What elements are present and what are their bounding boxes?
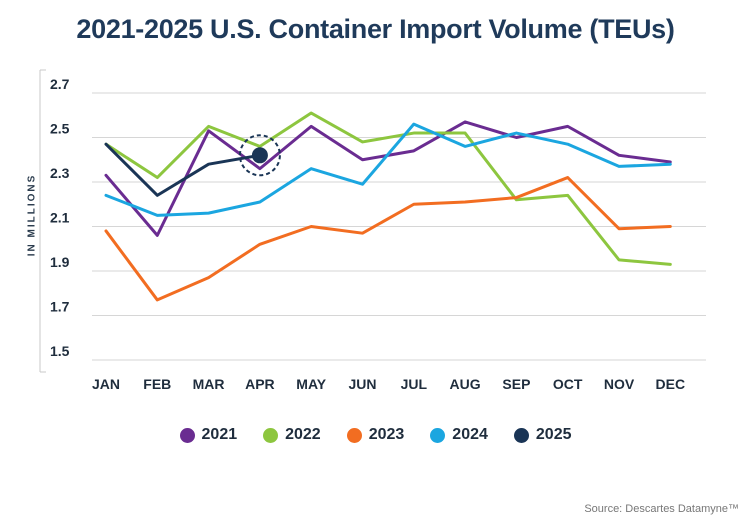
x-tick-label: SEP (502, 376, 530, 392)
legend-item-2024: 2024 (430, 426, 488, 444)
legend-item-2025: 2025 (513, 426, 572, 444)
legend-label: 2021 (201, 426, 238, 443)
x-tick-label: DEC (656, 376, 686, 392)
chart-legend: 2021 2022 2023 2024 2025 (0, 426, 751, 444)
legend-label: 2025 (535, 426, 572, 443)
legend-swatch (513, 427, 529, 443)
chart-axes (39, 69, 46, 373)
legend-swatch (263, 427, 279, 443)
y-tick-label: 1.7 (50, 299, 70, 315)
highlight-point (251, 147, 268, 164)
y-tick-label: 2.5 (50, 121, 70, 137)
x-tick-label: JAN (92, 376, 120, 392)
y-tick-label: 1.9 (50, 254, 70, 270)
y-tick-label: 2.1 (50, 210, 70, 226)
legend-swatch (430, 427, 446, 443)
highlight-ring (238, 134, 281, 177)
x-tick-label: MAY (296, 376, 326, 392)
legend-swatch (179, 427, 195, 443)
x-tick-label: JUL (401, 376, 428, 392)
series-line-2022 (104, 111, 672, 266)
legend-item-2021: 2021 (179, 426, 238, 444)
legend-label: 2023 (368, 426, 405, 443)
y-tick-labels: 2.7 2.5 2.3 2.1 1.9 1.7 1.5 (50, 76, 70, 359)
legend-label: 2022 (285, 426, 321, 443)
x-tick-label: MAR (193, 376, 225, 392)
series-lines (104, 111, 672, 302)
x-tick-label: FEB (143, 376, 171, 392)
x-tick-label: JUN (348, 376, 376, 392)
series-line-2024 (104, 122, 672, 217)
y-tick-label: 2.3 (50, 165, 70, 181)
y-tick-label: 2.7 (50, 76, 70, 92)
x-tick-label: NOV (604, 376, 635, 392)
x-tick-labels: JAN FEB MAR APR MAY JUN JUL AUG SEP OCT NOV DEC (92, 376, 685, 392)
x-tick-label: APR (245, 376, 275, 392)
y-tick-label: 1.5 (50, 343, 70, 359)
chart-grid (92, 92, 706, 361)
series-line-2025 (104, 142, 262, 197)
legend-item-2022: 2022 (263, 426, 321, 444)
x-tick-label: OCT (553, 376, 583, 392)
highlight-marks (238, 134, 281, 177)
source-note: Source: Descartes Datamyne™ (584, 503, 739, 515)
legend-swatch (346, 427, 362, 443)
series-line-2023 (104, 176, 672, 302)
legend-item-2023: 2023 (346, 426, 405, 444)
legend-label: 2024 (452, 426, 488, 443)
x-tick-label: AUG (450, 376, 481, 392)
chart-title: 2021-2025 U.S. Container Import Volume (… (76, 14, 675, 44)
